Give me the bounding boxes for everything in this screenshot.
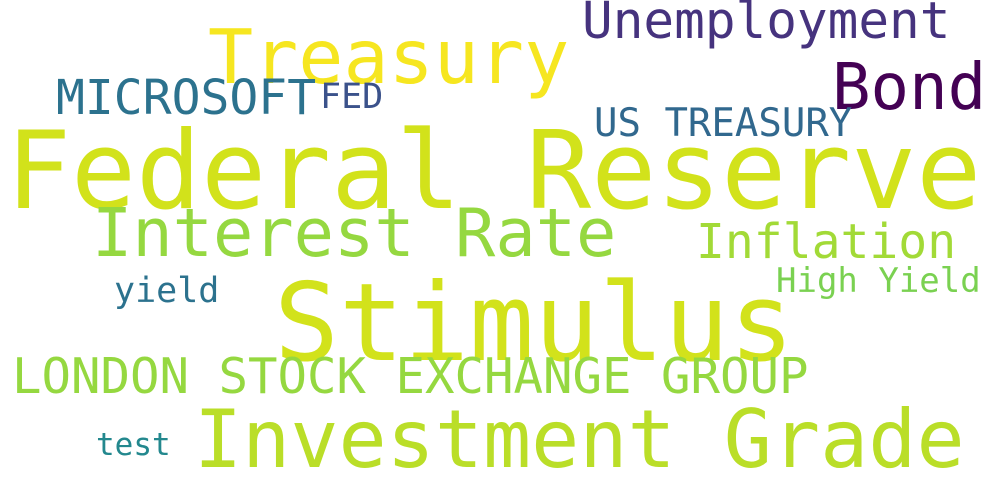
word-bond: Bond (832, 51, 987, 125)
word-microsoft: MICROSOFT (56, 70, 317, 126)
word-yield: yield (114, 271, 220, 311)
word-test: test (96, 427, 171, 463)
word-high-yield: High Yield (776, 261, 981, 301)
word-unemployment: Unemployment (582, 0, 951, 51)
word-london-stock-exchange-group: LONDON STOCK EXCHANGE GROUP (12, 348, 809, 405)
word-fed: FED (320, 77, 384, 117)
word-investment-grade: Investment Grade (194, 393, 965, 486)
word-interest-rate: Interest Rate (92, 194, 617, 272)
word-us-treasury: US TREASURY (594, 101, 853, 146)
word-inflation: Inflation (696, 214, 957, 270)
word-federal-reserve: Federal Reserve (6, 109, 982, 234)
word-stimulus: Stimulus (274, 261, 795, 386)
word-treasury: Treasury (208, 13, 570, 101)
